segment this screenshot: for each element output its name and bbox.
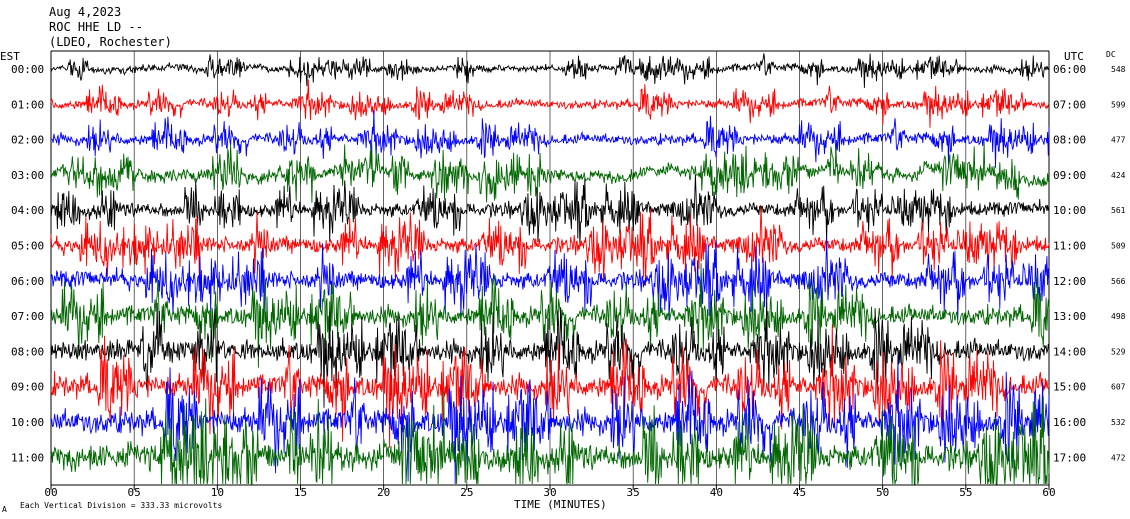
dc-offset-value: 529 xyxy=(1111,347,1126,356)
x-tick-label: 10 xyxy=(211,486,224,499)
trace-hour-0400 xyxy=(50,174,1050,247)
x-tick-label: 40 xyxy=(710,486,723,499)
trace-hour-0800 xyxy=(50,293,1050,408)
trace-hour-0600 xyxy=(50,236,1050,326)
utc-hour-label: 10:00 xyxy=(1053,204,1086,217)
dc-offset-value: 498 xyxy=(1111,312,1126,321)
est-hour-label: 00:00 xyxy=(11,63,44,76)
est-hour-label: 03:00 xyxy=(11,169,44,182)
utc-hour-label: 15:00 xyxy=(1053,381,1086,394)
utc-hour-label: 12:00 xyxy=(1053,275,1086,288)
est-hour-label: 01:00 xyxy=(11,98,44,111)
x-tick-label: 55 xyxy=(959,486,972,499)
footer-scale-note: Each Vertical Division = 333.33 microvol… xyxy=(20,501,222,510)
dc-offset-value: 599 xyxy=(1111,100,1126,109)
dc-offset-value: 561 xyxy=(1111,206,1126,215)
est-hour-label: 04:00 xyxy=(11,204,44,217)
trace-hour-0100 xyxy=(50,79,1050,128)
x-tick-label: 05 xyxy=(128,486,141,499)
seismic-traces xyxy=(50,53,1050,485)
est-hour-label: 02:00 xyxy=(11,134,44,147)
utc-hour-label: 07:00 xyxy=(1053,98,1086,111)
x-tick-label: 60 xyxy=(1042,486,1055,499)
est-hour-label: 10:00 xyxy=(11,416,44,429)
trace-hour-0900 xyxy=(50,324,1050,448)
utc-hour-label: 06:00 xyxy=(1053,63,1086,76)
trace-hour-0000 xyxy=(50,53,1050,88)
est-hour-label: 09:00 xyxy=(11,381,44,394)
footer-mark: A xyxy=(2,505,7,514)
trace-hour-0300 xyxy=(50,141,1050,203)
trace-hour-0200 xyxy=(50,110,1050,168)
x-tick-label: 50 xyxy=(876,486,889,499)
trace-hour-1100 xyxy=(50,391,1050,485)
utc-hour-label: 09:00 xyxy=(1053,169,1086,182)
x-axis-ticks: 00 05 10 15 20 25 30 35 40 45 50 55 60 xyxy=(44,485,1056,499)
utc-hour-label: 08:00 xyxy=(1053,134,1086,147)
dc-offset-value: 548 xyxy=(1111,65,1126,74)
utc-hour-label: 13:00 xyxy=(1053,310,1086,323)
x-tick-label: 45 xyxy=(793,486,806,499)
x-tick-label: 15 xyxy=(294,486,307,499)
dc-offset-labels: 548 599 477 424 561 509 566 498 529 607 532 472 xyxy=(1111,65,1126,462)
dc-offset-value: 509 xyxy=(1111,242,1126,251)
dc-offset-value: 566 xyxy=(1111,277,1126,286)
header-date: Aug 4,2023 xyxy=(49,5,121,19)
x-axis-title: TIME (MINUTES) xyxy=(514,498,607,511)
header: Aug 4,2023 ROC HHE LD -- (LDEO, Rocheste… xyxy=(49,5,172,49)
dc-offset-value: 607 xyxy=(1111,383,1126,392)
est-hour-label: 11:00 xyxy=(11,451,44,464)
utc-axis-label: UTC xyxy=(1064,50,1084,63)
est-hour-label: 08:00 xyxy=(11,345,44,358)
x-tick-label: 35 xyxy=(627,486,640,499)
x-tick-label: 20 xyxy=(377,486,390,499)
est-hour-label: 06:00 xyxy=(11,275,44,288)
dc-offset-value: 472 xyxy=(1111,453,1126,462)
x-tick-label: 30 xyxy=(543,486,556,499)
trace-hour-0700 xyxy=(50,263,1050,368)
utc-hour-label: 14:00 xyxy=(1053,345,1086,358)
est-axis-label: EST xyxy=(0,50,20,63)
est-hour-label: 05:00 xyxy=(11,240,44,253)
utc-hour-labels: 06:00 07:00 08:00 09:00 10:00 11:00 12:00 13:00… xyxy=(1053,63,1086,464)
est-hour-labels: 00:00 01:00 02:00 03:00 04:00 05:00 06:00 07:00… xyxy=(11,63,44,464)
dc-offset-value: 532 xyxy=(1111,418,1126,427)
trace-hour-0500 xyxy=(50,205,1050,286)
header-station: ROC HHE LD -- xyxy=(49,20,143,34)
dc-offset-value: 477 xyxy=(1111,136,1126,145)
x-tick-label: 00 xyxy=(44,486,57,499)
dc-axis-label: DC xyxy=(1106,50,1116,59)
dc-offset-value: 424 xyxy=(1111,171,1126,180)
utc-hour-label: 16:00 xyxy=(1053,416,1086,429)
header-network: (LDEO, Rochester) xyxy=(49,35,172,49)
est-hour-label: 07:00 xyxy=(11,310,44,323)
x-tick-label: 25 xyxy=(460,486,473,499)
utc-hour-label: 11:00 xyxy=(1053,240,1086,253)
utc-hour-label: 17:00 xyxy=(1053,451,1086,464)
